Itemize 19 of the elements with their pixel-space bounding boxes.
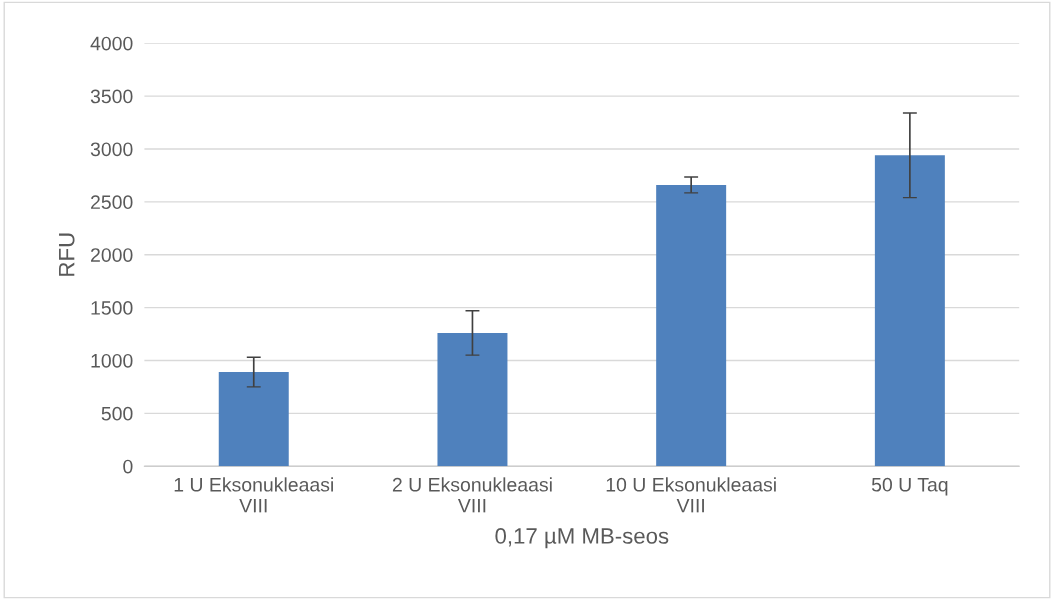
y-tick-label: 4000 <box>90 36 133 51</box>
y-tick-label: 0 <box>123 459 133 474</box>
y-tick-label: 1500 <box>91 301 133 315</box>
y-tick-label: 3000 <box>90 142 133 157</box>
x-tick-label: 2 U Eksonukleaasi VIII <box>392 477 552 513</box>
bar <box>874 155 945 467</box>
y-tick-label: 500 <box>101 406 133 421</box>
x-axis-title: 0,17 µM MB-seos <box>495 528 669 549</box>
x-tick-label: 50 U Taq <box>871 477 948 496</box>
y-tick-label: 3500 <box>90 89 133 104</box>
x-tick-label: 1 U Eksonukleaasi VIII <box>174 477 333 513</box>
x-tick-label: 10 U Eksonukleaasi VIII <box>606 477 776 513</box>
bar <box>218 372 289 467</box>
y-axis-title: RFU <box>59 233 75 276</box>
bar <box>656 184 727 467</box>
bar <box>437 332 508 467</box>
y-tick-label: 2500 <box>91 195 133 210</box>
y-tick-label: 1000 <box>91 353 133 368</box>
y-tick-label: 2000 <box>91 248 133 262</box>
